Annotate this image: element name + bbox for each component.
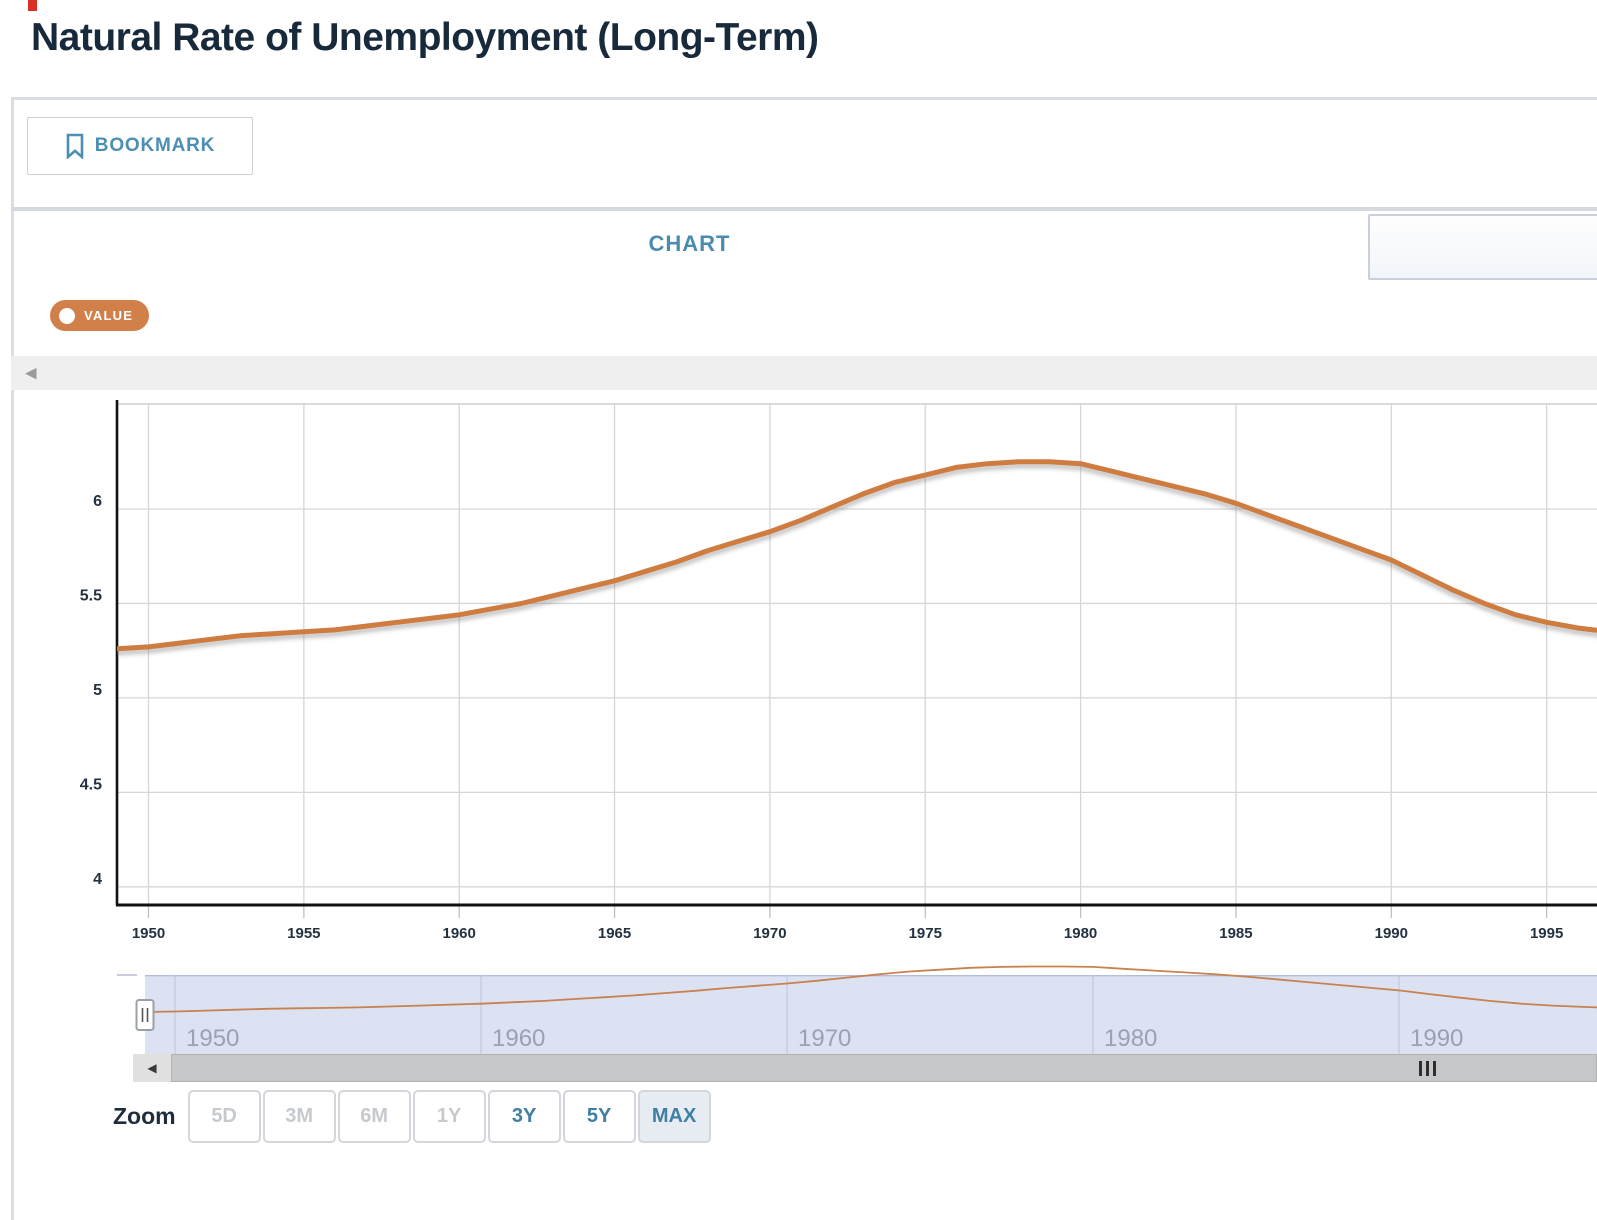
- zoom-button-3m: 3M: [262, 1089, 336, 1143]
- x-axis-label: 1985: [1219, 925, 1252, 942]
- y-axis-label: 4: [93, 871, 102, 888]
- series-toggle-value[interactable]: VALUE: [50, 300, 150, 331]
- zoom-button-1y: 1Y: [412, 1089, 486, 1143]
- navigator-axis-label: 1980: [1104, 1025, 1157, 1052]
- x-axis-label: 1980: [1064, 925, 1097, 942]
- toggle-dot-icon: [59, 307, 75, 324]
- bookmark-button[interactable]: BOOKMARK: [27, 117, 253, 175]
- x-axis-label: 1960: [443, 925, 476, 942]
- x-axis-label: 1955: [287, 925, 320, 942]
- x-axis-label: 1975: [909, 925, 942, 942]
- y-axis-label: 5: [93, 682, 102, 699]
- navigator-series-line: [144, 965, 1597, 1013]
- bookmark-label: BOOKMARK: [94, 135, 216, 156]
- red-marker: [28, 0, 37, 11]
- tab-divider: [11, 207, 1597, 211]
- page-title: Natural Rate of Unemployment (Long-Term): [31, 16, 819, 59]
- zoom-button-5y[interactable]: 5Y: [562, 1089, 636, 1143]
- cutoff-button[interactable]: [1368, 214, 1597, 280]
- scrollbar-grip-icon: [1419, 1061, 1436, 1076]
- y-axis-label: 5.5: [80, 587, 102, 604]
- y-axis-label: 6: [93, 493, 102, 510]
- navigator-handle[interactable]: [135, 999, 155, 1031]
- series-toggle-label: VALUE: [84, 308, 134, 323]
- zoom-button-5d: 5D: [187, 1089, 261, 1143]
- zoom-row: Zoom 5D 3M 6M 1Y 3Y 5Y MAX: [113, 1089, 713, 1143]
- zoom-buttons: 5D 3M 6M 1Y 3Y 5Y MAX: [187, 1089, 713, 1143]
- zoom-button-6m: 6M: [337, 1089, 411, 1143]
- y-axis-label: 4.5: [80, 776, 102, 793]
- x-axis-label: 1995: [1530, 925, 1563, 942]
- zoom-button-max[interactable]: MAX: [637, 1089, 711, 1143]
- series-line: [117, 459, 1597, 652]
- scrollbar-left-arrow-icon[interactable]: ◀: [133, 1054, 171, 1082]
- navigator-axis-label: 1990: [1410, 1025, 1463, 1052]
- zoom-button-3y[interactable]: 3Y: [487, 1089, 561, 1143]
- tab-chart[interactable]: CHART: [648, 231, 731, 256]
- zoom-label: Zoom: [113, 1102, 176, 1129]
- navigator-axis-label: 1960: [492, 1025, 545, 1052]
- x-axis-label: 1970: [753, 925, 786, 942]
- series-strip-scrollbar[interactable]: ◀: [11, 356, 1597, 390]
- panel-left-border: [11, 97, 14, 1220]
- navigator-axis-label: 1950: [186, 1025, 239, 1052]
- bookmark-icon: [66, 133, 84, 159]
- chart-scrollbar[interactable]: ◀: [133, 1054, 1597, 1082]
- series-strip-left-arrow-icon[interactable]: ◀: [25, 364, 37, 382]
- scrollbar-thumb[interactable]: [171, 1054, 1597, 1082]
- x-axis-label: 1965: [598, 925, 631, 942]
- navigator-axis-label: 1970: [798, 1025, 851, 1052]
- x-axis-label: 1990: [1375, 925, 1408, 942]
- navigator-mask[interactable]: [145, 975, 1597, 1054]
- x-axis-label: 1950: [132, 925, 165, 942]
- panel-top-border: [11, 97, 1597, 100]
